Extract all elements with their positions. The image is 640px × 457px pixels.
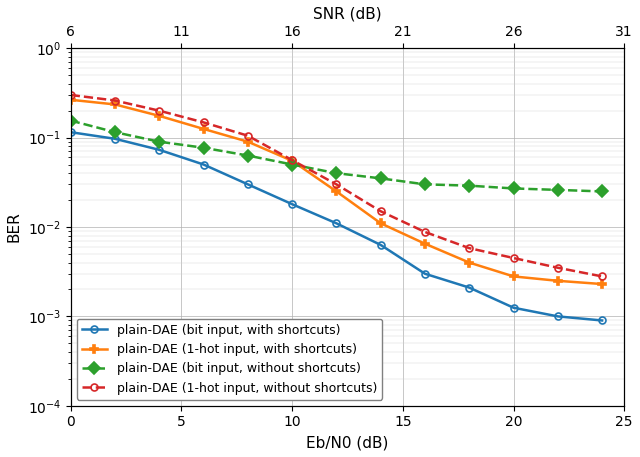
- plain-DAE (bit input, without shortcuts): [244, 153, 252, 158]
- Y-axis label: BER: BER: [7, 212, 22, 242]
- plain-DAE (bit input, with shortcuts): [156, 147, 163, 153]
- Line: plain-DAE (1-hot input, with shortcuts): plain-DAE (1-hot input, with shortcuts): [67, 96, 606, 288]
- plain-DAE (1-hot input, without shortcuts): [554, 265, 562, 271]
- plain-DAE (1-hot input, with shortcuts): [554, 278, 562, 283]
- Legend: plain-DAE (bit input, with shortcuts), plain-DAE (1-hot input, with shortcuts), : plain-DAE (bit input, with shortcuts), p…: [77, 319, 382, 399]
- plain-DAE (1-hot input, without shortcuts): [465, 245, 473, 251]
- plain-DAE (bit input, with shortcuts): [421, 271, 429, 276]
- X-axis label: SNR (dB): SNR (dB): [313, 7, 382, 22]
- X-axis label: Eb/N0 (dB): Eb/N0 (dB): [307, 435, 388, 450]
- plain-DAE (bit input, with shortcuts): [377, 242, 385, 248]
- plain-DAE (bit input, with shortcuts): [598, 318, 606, 323]
- plain-DAE (1-hot input, with shortcuts): [67, 97, 74, 102]
- plain-DAE (1-hot input, with shortcuts): [598, 282, 606, 287]
- plain-DAE (1-hot input, without shortcuts): [598, 274, 606, 279]
- plain-DAE (bit input, without shortcuts): [554, 187, 562, 193]
- plain-DAE (bit input, without shortcuts): [288, 162, 296, 167]
- plain-DAE (1-hot input, without shortcuts): [244, 133, 252, 138]
- plain-DAE (1-hot input, with shortcuts): [156, 113, 163, 119]
- plain-DAE (bit input, with shortcuts): [333, 221, 340, 226]
- plain-DAE (bit input, with shortcuts): [200, 162, 207, 167]
- plain-DAE (1-hot input, without shortcuts): [156, 108, 163, 113]
- plain-DAE (1-hot input, with shortcuts): [200, 126, 207, 132]
- plain-DAE (bit input, without shortcuts): [111, 129, 119, 135]
- plain-DAE (1-hot input, without shortcuts): [288, 157, 296, 163]
- plain-DAE (bit input, without shortcuts): [377, 175, 385, 181]
- plain-DAE (1-hot input, with shortcuts): [244, 139, 252, 144]
- plain-DAE (bit input, with shortcuts): [465, 285, 473, 290]
- plain-DAE (bit input, with shortcuts): [67, 129, 74, 135]
- plain-DAE (1-hot input, without shortcuts): [67, 92, 74, 98]
- plain-DAE (1-hot input, with shortcuts): [421, 241, 429, 246]
- plain-DAE (bit input, without shortcuts): [156, 139, 163, 144]
- plain-DAE (bit input, without shortcuts): [200, 145, 207, 150]
- plain-DAE (1-hot input, with shortcuts): [509, 274, 517, 279]
- plain-DAE (bit input, without shortcuts): [598, 189, 606, 194]
- plain-DAE (1-hot input, with shortcuts): [465, 260, 473, 266]
- plain-DAE (bit input, without shortcuts): [333, 170, 340, 176]
- plain-DAE (1-hot input, without shortcuts): [333, 181, 340, 187]
- plain-DAE (bit input, with shortcuts): [288, 202, 296, 207]
- plain-DAE (bit input, with shortcuts): [244, 181, 252, 187]
- Line: plain-DAE (1-hot input, without shortcuts): plain-DAE (1-hot input, without shortcut…: [67, 91, 605, 280]
- plain-DAE (1-hot input, without shortcuts): [200, 120, 207, 125]
- plain-DAE (bit input, with shortcuts): [111, 136, 119, 142]
- plain-DAE (bit input, without shortcuts): [465, 183, 473, 188]
- Line: plain-DAE (bit input, without shortcuts): plain-DAE (bit input, without shortcuts): [67, 117, 606, 196]
- plain-DAE (1-hot input, with shortcuts): [333, 189, 340, 194]
- plain-DAE (1-hot input, without shortcuts): [509, 255, 517, 261]
- plain-DAE (1-hot input, with shortcuts): [288, 158, 296, 164]
- plain-DAE (1-hot input, without shortcuts): [111, 98, 119, 103]
- Line: plain-DAE (bit input, with shortcuts): plain-DAE (bit input, with shortcuts): [67, 129, 605, 324]
- plain-DAE (bit input, with shortcuts): [509, 305, 517, 310]
- plain-DAE (1-hot input, without shortcuts): [377, 208, 385, 214]
- plain-DAE (1-hot input, with shortcuts): [377, 221, 385, 226]
- plain-DAE (1-hot input, with shortcuts): [111, 102, 119, 107]
- plain-DAE (bit input, with shortcuts): [554, 314, 562, 319]
- plain-DAE (bit input, without shortcuts): [509, 186, 517, 191]
- plain-DAE (bit input, without shortcuts): [67, 118, 74, 123]
- plain-DAE (bit input, without shortcuts): [421, 181, 429, 187]
- plain-DAE (1-hot input, without shortcuts): [421, 229, 429, 235]
